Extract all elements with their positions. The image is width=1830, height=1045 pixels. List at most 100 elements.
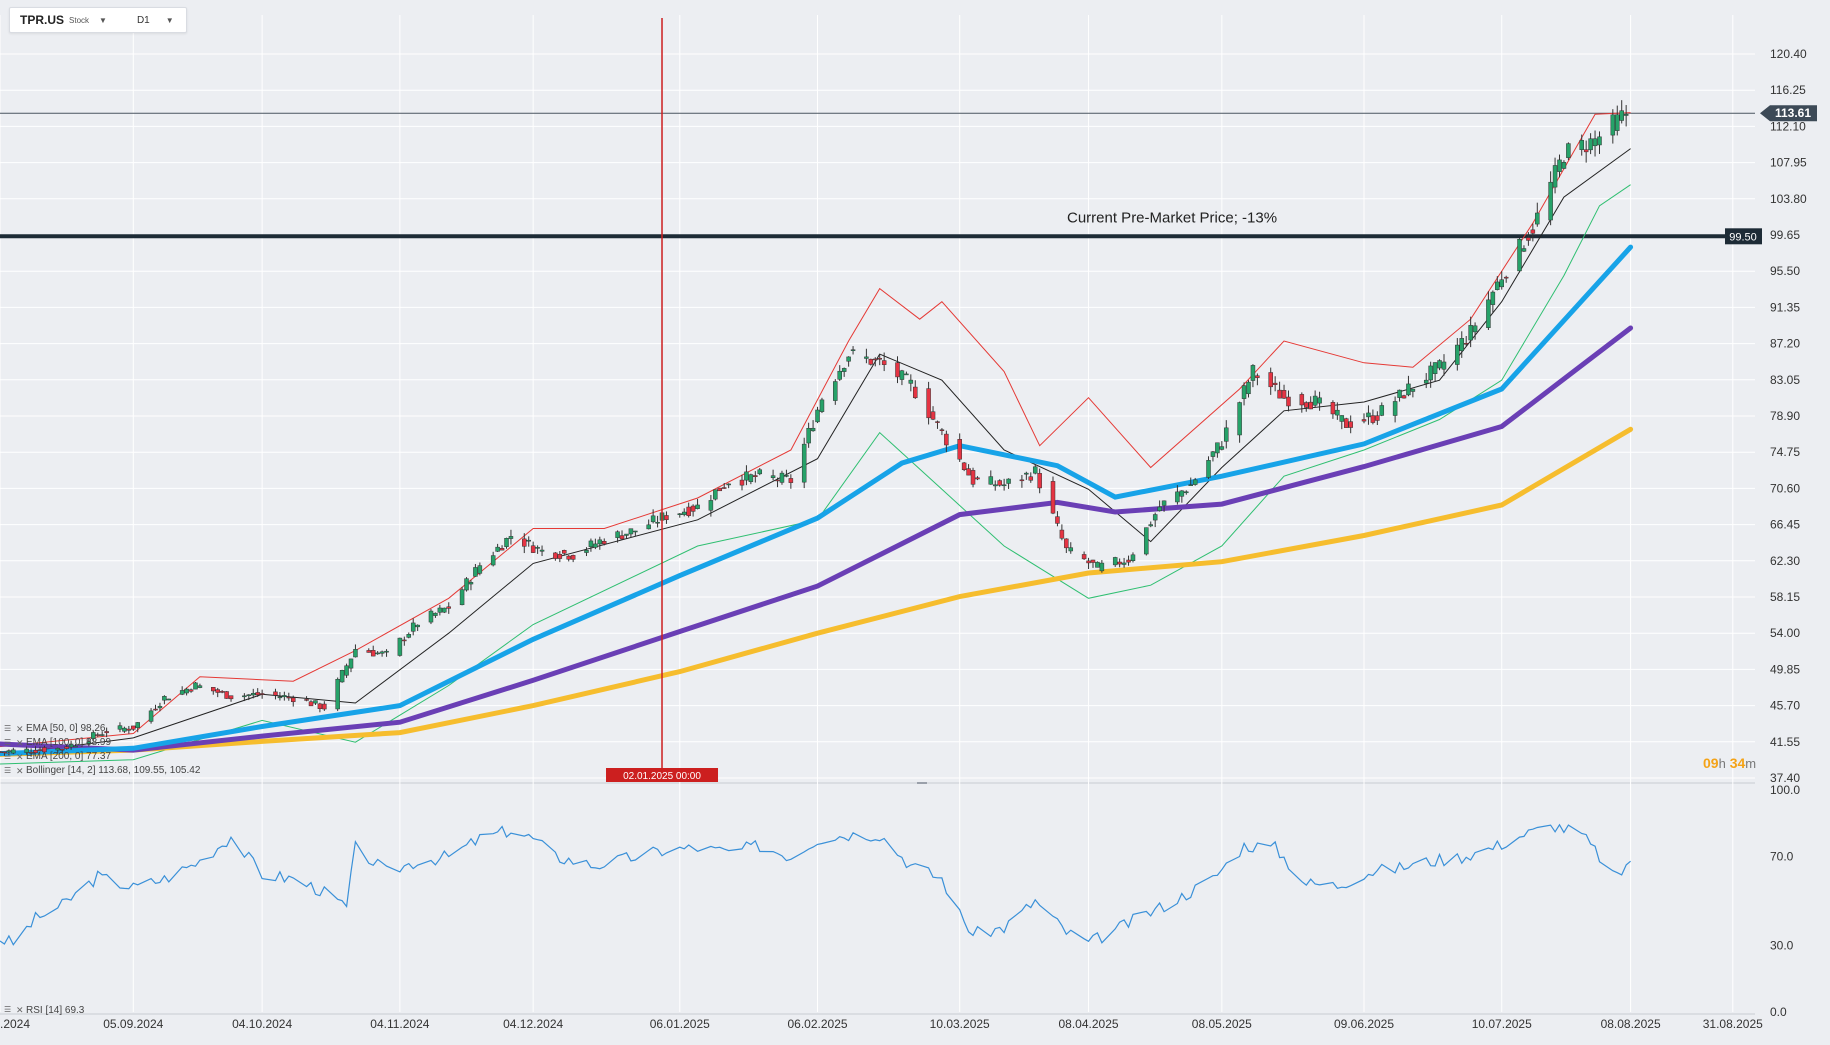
candle-body <box>410 622 416 632</box>
level-price-tag <box>1725 228 1762 245</box>
last-price-tag <box>1760 105 1817 122</box>
candle-body <box>895 362 900 378</box>
candle-body <box>779 472 785 483</box>
candle-body <box>437 607 443 613</box>
close-icon[interactable]: ✕ <box>16 724 24 734</box>
candle-body <box>1081 554 1087 560</box>
candle-body <box>477 565 483 574</box>
candle-body <box>562 550 567 554</box>
candle-body <box>1032 466 1038 474</box>
candle-body <box>1304 402 1309 408</box>
candle-body <box>944 433 949 446</box>
candle-body <box>1050 481 1056 514</box>
symbol-selector[interactable]: TPR.US Stock ▼ D1 ▼ <box>9 7 187 33</box>
candle-body <box>353 649 358 658</box>
candle-body <box>1250 365 1256 381</box>
candle-body <box>197 685 203 688</box>
candle-body <box>877 357 882 360</box>
rsi-legend[interactable]: ☰ ✕ RSI [14] 69.3 <box>4 1005 84 1016</box>
rsi-line <box>0 823 1631 946</box>
x-tick-label: 06.01.2025 <box>650 1017 710 1031</box>
candle-body <box>1064 538 1069 549</box>
candle-body <box>1130 554 1136 561</box>
y-tick-label: 62.30 <box>1770 554 1800 568</box>
candle-body <box>868 358 874 365</box>
y-tick-label: 78.90 <box>1770 409 1800 423</box>
candle-body <box>721 487 727 489</box>
candle-body <box>126 728 132 731</box>
legend-ema-50[interactable]: ☰ ✕ EMA [50, 0] 98.26 <box>4 722 200 736</box>
legend-bollinger[interactable]: ☰ ✕ Bollinger [14, 2] 113.68, 109.55, 105.… <box>4 764 200 778</box>
candle-body <box>775 479 780 482</box>
candle-body <box>1366 412 1371 418</box>
drag-icon[interactable]: ☰ <box>4 766 12 775</box>
grid-lines <box>0 15 1755 1015</box>
candle-body <box>1495 281 1500 290</box>
candle-body <box>602 541 607 545</box>
candle-body <box>1455 344 1460 365</box>
candle-body <box>282 695 287 698</box>
drag-icon[interactable]: ☰ <box>4 724 12 733</box>
candle-body <box>864 356 869 359</box>
symbol-name[interactable]: TPR.US <box>20 13 65 27</box>
close-icon[interactable]: ✕ <box>16 1005 24 1015</box>
candle-body <box>308 701 314 707</box>
candle-body <box>1428 365 1433 381</box>
drag-icon[interactable]: ☰ <box>4 1005 12 1014</box>
candle-body <box>1157 506 1162 512</box>
candle-body <box>850 349 856 351</box>
level-line[interactable]: 99.50 Current Pre-Market Price; -13% 113.6… <box>0 105 1817 245</box>
legend-ema-200[interactable]: ☰ ✕ EMA [200, 0] 77.37 <box>4 750 200 764</box>
candle-body <box>135 722 140 728</box>
candle-body <box>1086 560 1091 564</box>
candle-body <box>504 538 509 547</box>
y-tick-label: 54.00 <box>1770 626 1800 640</box>
candle-body <box>570 555 576 560</box>
chevron-down-icon[interactable]: ▼ <box>99 15 107 25</box>
drag-icon[interactable]: ☰ <box>4 738 12 747</box>
candle-body <box>1317 397 1322 404</box>
candle-body <box>290 697 296 703</box>
candle-body <box>926 388 931 419</box>
last-price-label: 113.61 <box>1775 106 1811 120</box>
symbol-type: Stock <box>69 15 90 25</box>
candle-body <box>1472 325 1478 333</box>
legend-label: EMA [100, 0] 88.99 <box>26 737 112 748</box>
candle-body <box>1219 446 1225 450</box>
candle-body <box>1112 557 1118 566</box>
close-icon[interactable]: ✕ <box>16 738 24 748</box>
candle-body <box>1330 402 1336 415</box>
candle-body <box>584 550 589 553</box>
candle-body <box>1335 409 1340 416</box>
drag-icon[interactable]: ☰ <box>4 752 12 761</box>
candle-body <box>1144 527 1149 555</box>
candle-body <box>1277 389 1282 399</box>
candle-body <box>1161 500 1167 506</box>
panel-resize-handle[interactable] <box>917 782 927 784</box>
candle-body <box>1148 524 1153 527</box>
rsi-tick-label: 30.0 <box>1770 938 1794 952</box>
candle-body <box>184 688 189 694</box>
candle-body <box>557 554 563 559</box>
candle-body <box>117 725 123 730</box>
candle-body <box>939 429 945 431</box>
timer-minutes-unit: m <box>1745 756 1757 771</box>
candle-body <box>122 727 127 732</box>
candle-body <box>1375 415 1380 421</box>
candle-body <box>1152 514 1158 521</box>
candle-body <box>588 540 594 548</box>
candle-body <box>1561 162 1567 169</box>
axes: 120.40 116.25 112.10 107.95 103.80 99.65 95.50… <box>0 47 1807 1031</box>
candle-body <box>1019 479 1025 482</box>
candle-body <box>495 546 500 552</box>
close-icon[interactable]: ✕ <box>16 752 24 762</box>
candle-body <box>1615 114 1620 131</box>
timeframe-selector[interactable]: D1 <box>136 14 150 26</box>
chevron-down-icon[interactable]: ▼ <box>165 15 174 25</box>
candle-body <box>286 696 292 699</box>
candle-body <box>406 634 412 638</box>
legend-ema-100[interactable]: ☰ ✕ EMA [100, 0] 88.99 <box>4 736 200 750</box>
close-icon[interactable]: ✕ <box>16 766 24 776</box>
